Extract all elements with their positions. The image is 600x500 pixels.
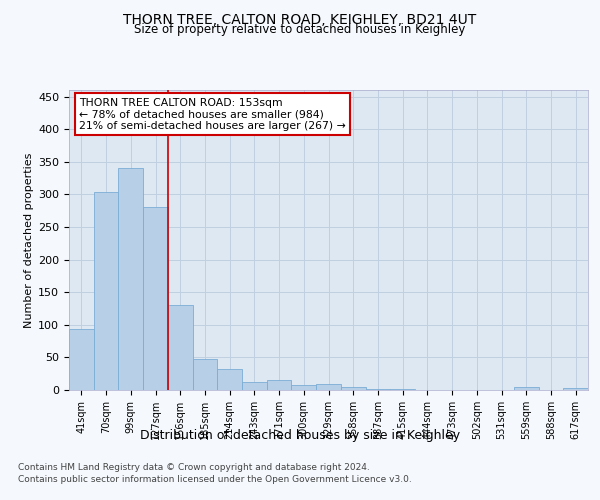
Text: Contains HM Land Registry data © Crown copyright and database right 2024.: Contains HM Land Registry data © Crown c… [18,464,370,472]
Bar [514,386,539,390]
Bar [341,386,365,390]
Bar [563,388,588,390]
Bar [316,384,341,390]
Bar [94,192,118,390]
Bar [143,208,168,390]
Bar [118,168,143,390]
Text: Size of property relative to detached houses in Keighley: Size of property relative to detached ho… [134,22,466,36]
Bar [69,330,94,390]
Text: THORN TREE CALTON ROAD: 153sqm
← 78% of detached houses are smaller (984)
21% of: THORN TREE CALTON ROAD: 153sqm ← 78% of … [79,98,346,130]
Text: THORN TREE, CALTON ROAD, KEIGHLEY, BD21 4UT: THORN TREE, CALTON ROAD, KEIGHLEY, BD21 … [124,12,476,26]
Bar [193,360,217,390]
Text: Distribution of detached houses by size in Keighley: Distribution of detached houses by size … [140,428,460,442]
Y-axis label: Number of detached properties: Number of detached properties [24,152,34,328]
Bar [292,385,316,390]
Bar [242,382,267,390]
Bar [217,369,242,390]
Text: Contains public sector information licensed under the Open Government Licence v3: Contains public sector information licen… [18,475,412,484]
Bar [267,380,292,390]
Bar [168,305,193,390]
